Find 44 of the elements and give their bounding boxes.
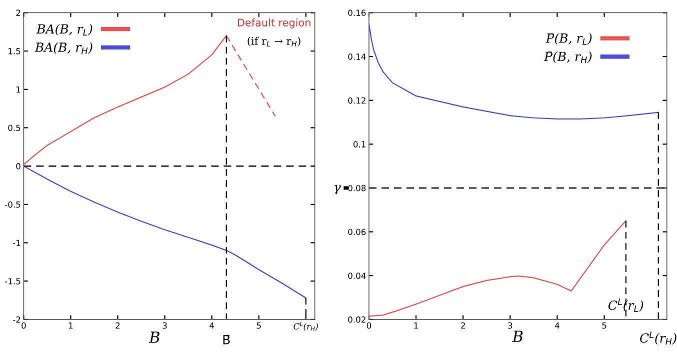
y-tick-label: 0.06 (348, 228, 366, 236)
y-tick-label: 1.5 (8, 48, 20, 54)
legend-label: BA(B, r$_{H}$) (34, 42, 92, 54)
x-tick-label: 5 (256, 322, 261, 329)
y-tick-label: 0.12 (348, 97, 366, 104)
y-tick-label: 0 (16, 163, 20, 170)
y-tick-label: 0.02 (348, 316, 366, 323)
y-tick-label: 0.1 (353, 141, 366, 148)
y-tick-label: 2 (16, 10, 20, 16)
annotation: (if r$_{L}$ → r$_{H}$) (248, 36, 300, 46)
x-tick-label: 3 (508, 322, 512, 329)
line-series (368, 23, 659, 120)
annotation: Default region (238, 18, 310, 28)
legend-label: BA(B, r$_{L}$) (36, 24, 92, 36)
x-axis-title: B (148, 332, 160, 343)
ref-line-label: γ (334, 184, 341, 194)
x-tick-label: 0 (366, 322, 372, 329)
x-tick-label: 2 (461, 322, 465, 329)
y-tick-label: 1 (16, 86, 20, 93)
legend-label: P̄(B, r$_{H}$) (544, 52, 592, 64)
line-series (24, 166, 306, 299)
annotation: C$^{L}$(r$_{L}$) (608, 298, 644, 312)
y-tick-label: -0.5 (5, 201, 20, 208)
x-tick-label: 1 (414, 322, 418, 329)
x-tick-label: 1 (68, 322, 73, 329)
y-tick-label: 0.5 (8, 124, 20, 132)
y-tick-label: 0.14 (348, 54, 366, 60)
x-tick-label: 4 (210, 322, 214, 329)
x-tick-label: 4 (554, 322, 560, 329)
annotation: B̄ (223, 334, 230, 344)
y-tick-label: 0.16 (348, 10, 366, 16)
x-axis-title: B (512, 330, 523, 342)
y-tick-label: -1 (13, 240, 20, 246)
annotation: C$^{L}$(r$_{H}$) (640, 331, 676, 345)
legend-label: P̄(B, r$_{L}$) (546, 33, 592, 45)
x-tick-label: 3 (162, 322, 167, 329)
x-tick-label: 0 (22, 322, 26, 329)
x-tick-label: C$^{L}$(r$_{H}$) (294, 322, 318, 331)
y-tick-label: -2 (13, 316, 20, 323)
y-tick-label: 0.04 (348, 272, 366, 279)
y-tick-label: 0.08 (348, 184, 366, 192)
x-tick-label: 2 (116, 322, 120, 329)
x-tick-label: 5 (602, 322, 606, 329)
y-tick-label: -1.5 (5, 278, 20, 284)
